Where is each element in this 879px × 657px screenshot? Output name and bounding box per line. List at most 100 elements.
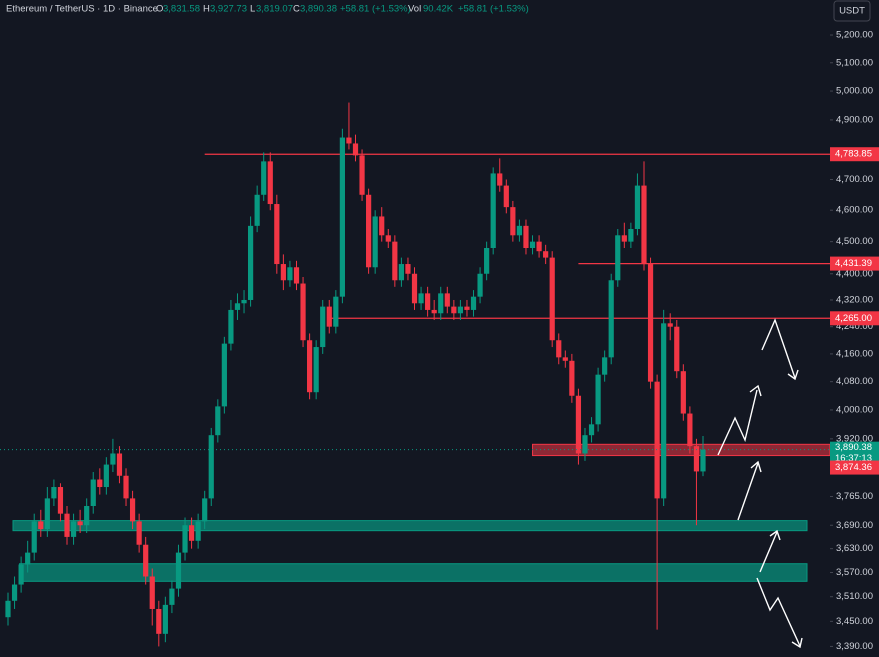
candle-body	[11, 584, 18, 601]
candle-body	[44, 498, 50, 530]
candle-body	[654, 381, 660, 499]
y-tick-label: 3,570.00	[836, 567, 873, 578]
arrow	[759, 531, 778, 573]
legend-value: 3,890.38	[300, 4, 337, 15]
y-tick-label: 4,240.00	[836, 321, 873, 332]
candle-body	[195, 521, 201, 541]
candle-body	[136, 521, 142, 545]
legend-label: L	[250, 4, 255, 15]
y-tick-label: 3,630.00	[836, 543, 873, 554]
candle-body	[326, 306, 332, 327]
candle-body	[156, 608, 162, 634]
symbol-title: Ethereum / TetherUS · 1D · Binance	[6, 4, 158, 15]
candle-body	[175, 552, 182, 589]
candle-body	[228, 309, 234, 344]
drawn-arrows	[717, 318, 803, 649]
price-axis	[830, 0, 879, 657]
candle-body	[143, 544, 149, 577]
candle-body	[700, 449, 706, 472]
y-tick-label: 4,320.00	[836, 294, 873, 305]
candle-body	[667, 323, 673, 327]
header: Ethereum / TetherUS · 1D · Binance O 3,8…	[6, 4, 529, 15]
y-tick-label: 4,500.00	[836, 236, 873, 247]
y-tick-label: 4,400.00	[836, 268, 873, 279]
candle-body	[562, 357, 568, 361]
legend-value: 3,831.58	[163, 4, 200, 15]
candle-body	[90, 479, 96, 507]
candle-body	[116, 453, 123, 476]
legend-value: 3,819.07	[256, 4, 293, 15]
currency-label[interactable]: USDT	[839, 6, 865, 17]
arrow	[737, 462, 759, 521]
candle-body	[287, 267, 293, 281]
candle-body	[693, 446, 700, 472]
candle-body	[582, 435, 588, 454]
candle-body	[549, 257, 555, 341]
legend-value: 90.42K	[423, 4, 454, 15]
candle-body	[464, 306, 470, 310]
candle-body	[621, 235, 627, 242]
y-tick-label: 4,600.00	[836, 205, 873, 216]
candle-body	[202, 498, 208, 522]
candle-body	[608, 280, 614, 358]
candle-body	[444, 293, 450, 307]
y-tick-label: 5,200.00	[836, 30, 873, 41]
candle-body	[569, 360, 575, 396]
plot-area	[0, 102, 831, 647]
candle-body	[497, 173, 503, 186]
legend-change: +58.81 (+1.53%)	[458, 4, 529, 15]
y-tick-label: 4,700.00	[836, 174, 873, 185]
price-tag-label: 4,265.00	[835, 313, 872, 324]
candle-body	[129, 498, 136, 522]
candle-body	[510, 207, 516, 236]
candle-body	[84, 506, 90, 526]
legend-change: +58.81 (+1.53%)	[340, 4, 411, 15]
low-price-tag	[830, 460, 879, 475]
candle-body	[411, 273, 418, 304]
y-tick-label: 5,100.00	[836, 57, 873, 68]
y-tick-label: 3,510.00	[836, 591, 873, 602]
candle-body	[38, 521, 44, 530]
candle-body	[241, 299, 247, 304]
y-tick-label: 4,900.00	[836, 114, 873, 125]
countdown: 16:37:13	[835, 453, 872, 464]
candle-body	[359, 155, 365, 195]
candle-body	[575, 395, 582, 454]
candle-body	[18, 564, 24, 585]
candle-body	[543, 251, 549, 258]
candle-body	[221, 343, 227, 407]
candle-body	[477, 273, 483, 297]
candle-body	[680, 371, 686, 414]
candle-body	[149, 576, 155, 609]
price-scale: 5,200.00 5,100.00 5,000.00 4,900.00 4,700.00…	[830, 30, 879, 652]
zone	[19, 563, 808, 582]
zone	[12, 520, 808, 532]
candle-body	[385, 235, 391, 242]
candle-body	[208, 435, 214, 499]
candle-body	[372, 216, 378, 268]
candle-body	[674, 326, 680, 372]
candle-body	[588, 424, 595, 436]
candle-body	[57, 487, 64, 514]
candle-body	[536, 241, 542, 252]
candle-body	[5, 600, 11, 618]
arrow-head	[769, 529, 781, 541]
candle-body	[103, 464, 109, 488]
legend-label: O	[156, 4, 163, 15]
candle-body	[320, 306, 326, 348]
currency-button[interactable]	[833, 0, 871, 22]
candle-body	[615, 235, 621, 281]
candle-body	[438, 293, 444, 314]
low-price-label: 3,874.36	[835, 462, 872, 473]
candle-body	[484, 248, 490, 274]
candle-body	[392, 241, 398, 281]
candle-body	[556, 340, 562, 358]
arrow	[717, 389, 758, 456]
price-tag	[830, 311, 879, 326]
candle-body	[77, 521, 83, 526]
y-tick-label: 5,000.00	[836, 86, 873, 97]
legend-label: H	[203, 4, 210, 15]
candle-body	[64, 513, 70, 537]
